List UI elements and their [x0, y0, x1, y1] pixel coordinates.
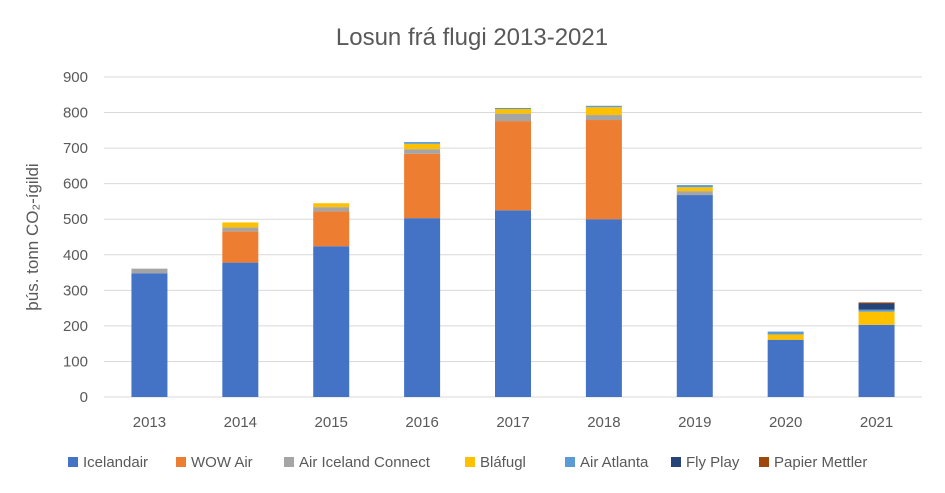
y-tick-label: 900	[63, 69, 88, 86]
x-tick-label: 2020	[769, 414, 802, 431]
legend-item: Fly Play	[671, 454, 740, 471]
legend-swatch	[565, 457, 575, 467]
bar-papier-mettler-2021	[858, 302, 895, 304]
bar-icelandair-2017	[495, 210, 531, 397]
x-tick-label: 2013	[133, 414, 166, 431]
bar-air-atlanta-2020	[767, 331, 804, 335]
bar-icelandair-2014	[222, 262, 259, 397]
bar-bl-fugl-2014	[222, 222, 259, 228]
bar-air-iceland-connect-2018	[585, 115, 622, 121]
legend-label: Air Atlanta	[580, 454, 649, 471]
bar-wow-air-2015	[313, 211, 350, 247]
bar-bl-fugl-2021	[858, 311, 895, 325]
bar-air-iceland-connect-2019	[676, 191, 713, 196]
legend-item: Papier Mettler	[759, 454, 867, 471]
legend-item: Icelandair	[68, 454, 148, 471]
legend-item: Air Iceland Connect	[284, 454, 431, 471]
bar-wow-air-2018	[585, 120, 622, 220]
bar-bl-fugl-2019	[676, 187, 713, 192]
bar-icelandair-2021	[858, 324, 895, 397]
legend-swatch	[284, 457, 294, 467]
bar-air-iceland-connect-2013	[131, 268, 168, 274]
legend-item: WOW Air	[176, 454, 253, 471]
bar-wow-air-2016	[404, 153, 441, 219]
bar-wow-air-2014	[222, 231, 259, 263]
y-tick-label: 700	[63, 140, 88, 157]
legend-swatch	[176, 457, 186, 467]
legend-label: Icelandair	[83, 454, 148, 471]
bar-wow-air-2017	[495, 121, 531, 211]
legend-swatch	[465, 457, 475, 467]
legend-swatch	[68, 457, 78, 467]
x-tick-label: 2021	[860, 414, 893, 431]
bar-icelandair-2015	[313, 246, 350, 397]
bar-air-iceland-connect-2016	[404, 149, 441, 154]
legend-label: Fly Play	[686, 454, 740, 471]
x-tick-label: 2017	[496, 414, 529, 431]
bar-air-atlanta-2017	[495, 107, 531, 109]
bar-icelandair-2016	[404, 218, 441, 397]
bar-bl-fugl-2015	[313, 203, 350, 208]
bar-bl-fugl-2017	[495, 109, 531, 114]
bar-air-atlanta-2018	[585, 105, 622, 108]
y-axis-label: þús. tonn CO₂-ígildi	[23, 163, 42, 310]
bar-air-atlanta-2021	[858, 309, 895, 312]
x-tick-label: 2018	[587, 414, 620, 431]
y-tick-label: 100	[63, 353, 88, 370]
bar-icelandair-2019	[676, 195, 713, 397]
y-tick-label: 200	[63, 318, 88, 335]
bar-air-iceland-connect-2014	[222, 227, 259, 232]
y-tick-label: 0	[80, 389, 88, 406]
bar-bl-fugl-2016	[404, 143, 441, 150]
legend-label: WOW Air	[191, 454, 253, 471]
y-tick-label: 600	[63, 176, 88, 193]
y-tick-label: 400	[63, 247, 88, 264]
x-tick-label: 2015	[315, 414, 348, 431]
legend-label: Papier Mettler	[774, 454, 867, 471]
x-tick-label: 2016	[405, 414, 438, 431]
legend-label: Bláfugl	[480, 454, 526, 471]
bar-air-atlanta-2019	[676, 185, 713, 188]
bar-air-iceland-connect-2015	[313, 207, 350, 212]
legend-swatch	[671, 457, 681, 467]
bar-bl-fugl-2020	[767, 334, 804, 340]
legend-item: Air Atlanta	[565, 454, 649, 471]
bar-fly-play-2021	[858, 303, 895, 310]
y-tick-label: 800	[63, 105, 88, 122]
bar-air-atlanta-2016	[404, 142, 441, 144]
x-tick-label: 2014	[224, 414, 257, 431]
bar-icelandair-2018	[585, 219, 622, 397]
bar-icelandair-2013	[131, 273, 168, 397]
legend-swatch	[759, 457, 769, 467]
x-tick-label: 2019	[678, 414, 711, 431]
y-tick-label: 500	[63, 211, 88, 228]
y-tick-label: 300	[63, 282, 88, 299]
bar-bl-fugl-2018	[585, 107, 622, 116]
chart-title: Losun frá flugi 2013-2021	[336, 24, 608, 51]
bar-icelandair-2020	[767, 339, 804, 397]
bar-air-iceland-connect-2017	[495, 113, 531, 122]
legend-item: Bláfugl	[465, 454, 526, 471]
legend-label: Air Iceland Connect	[299, 454, 431, 471]
